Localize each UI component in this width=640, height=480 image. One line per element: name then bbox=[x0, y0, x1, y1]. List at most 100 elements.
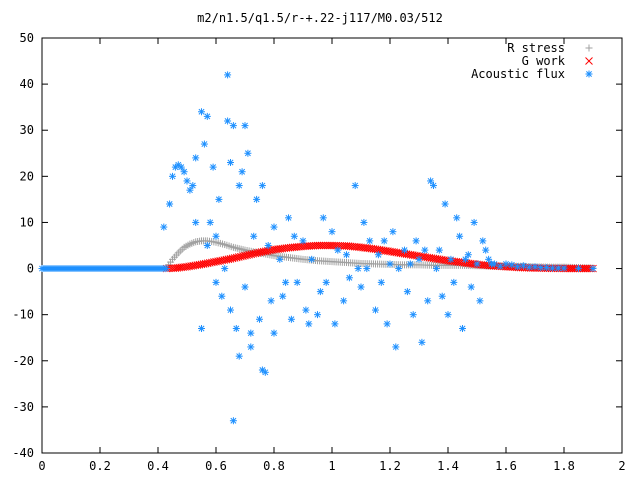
data-point bbox=[212, 278, 220, 286]
data-point bbox=[250, 232, 258, 240]
data-point bbox=[363, 265, 371, 273]
data-point bbox=[308, 255, 316, 263]
data-point bbox=[192, 154, 200, 162]
x-tick-label: 2 bbox=[618, 459, 625, 473]
data-point bbox=[496, 262, 504, 270]
data-point bbox=[200, 140, 208, 148]
data-point bbox=[567, 264, 576, 273]
data-point bbox=[435, 246, 443, 254]
y-tick-label: 50 bbox=[20, 31, 34, 45]
data-point bbox=[421, 246, 429, 254]
data-point bbox=[453, 214, 461, 222]
data-point bbox=[253, 195, 261, 203]
data-point bbox=[479, 237, 487, 245]
data-point bbox=[244, 149, 252, 157]
data-point bbox=[183, 177, 191, 185]
data-point bbox=[415, 255, 423, 263]
data-point bbox=[575, 264, 582, 272]
data-point bbox=[395, 265, 403, 273]
y-tick-label: -40 bbox=[12, 446, 34, 460]
x-tick-label: 0.8 bbox=[263, 459, 285, 473]
data-point bbox=[430, 182, 437, 190]
data-point bbox=[401, 246, 408, 254]
data-point bbox=[441, 200, 449, 208]
data-point bbox=[322, 278, 330, 286]
y-tick-label: 40 bbox=[20, 77, 34, 91]
data-point bbox=[464, 251, 472, 259]
data-point bbox=[560, 264, 568, 272]
legend-marker bbox=[585, 44, 593, 52]
data-point bbox=[351, 182, 359, 190]
data-point bbox=[473, 260, 481, 268]
data-point bbox=[374, 251, 382, 259]
data-point bbox=[229, 122, 237, 130]
data-point bbox=[424, 297, 432, 305]
data-point bbox=[386, 260, 394, 268]
data-point bbox=[189, 182, 197, 190]
data-point bbox=[276, 255, 284, 263]
data-point bbox=[354, 265, 362, 273]
data-point bbox=[490, 260, 498, 268]
data-point bbox=[209, 163, 217, 171]
series-g-work bbox=[162, 241, 597, 273]
data-point bbox=[232, 325, 240, 332]
chart-title: m2/n1.5/q1.5/r-+.22-j117/M0.03/512 bbox=[197, 11, 443, 25]
data-point bbox=[485, 255, 493, 263]
data-point bbox=[256, 315, 263, 323]
data-point bbox=[316, 288, 324, 296]
data-point bbox=[331, 320, 339, 328]
y-tick-label: 20 bbox=[20, 169, 34, 183]
data-marks bbox=[38, 71, 597, 425]
data-point bbox=[406, 260, 414, 268]
data-point bbox=[581, 264, 590, 273]
data-point bbox=[589, 265, 597, 273]
x-tick-label: 0.4 bbox=[147, 459, 169, 473]
data-point bbox=[264, 242, 272, 249]
data-point bbox=[554, 264, 562, 272]
y-tick-label: -30 bbox=[12, 400, 34, 414]
data-point bbox=[403, 288, 411, 296]
data-point bbox=[444, 311, 452, 319]
y-tick-label: 0 bbox=[27, 262, 34, 276]
data-point bbox=[450, 278, 458, 286]
data-point bbox=[418, 338, 426, 346]
legend-label: G work bbox=[522, 54, 566, 68]
data-point bbox=[357, 283, 365, 291]
data-point bbox=[383, 320, 391, 328]
data-point bbox=[221, 265, 229, 273]
x-tick-label: 1.6 bbox=[495, 459, 517, 473]
y-tick-label: 10 bbox=[20, 215, 34, 229]
data-point bbox=[282, 278, 290, 286]
data-point bbox=[160, 223, 168, 231]
data-point bbox=[389, 228, 397, 236]
legend-label: Acoustic flux bbox=[471, 67, 565, 81]
data-point bbox=[162, 265, 170, 273]
data-point bbox=[285, 214, 292, 222]
data-point bbox=[392, 343, 400, 351]
data-point bbox=[366, 237, 374, 245]
x-tick-label: 1.4 bbox=[437, 459, 459, 473]
axis-ticks: 0 0.2 0.4 0.6 0.8 1 1.2 1.4 1.6 1.8 2 -40 -30 -20 -10 0… bbox=[12, 31, 625, 473]
data-point bbox=[514, 263, 522, 271]
x-tick-label: 1.2 bbox=[379, 459, 401, 473]
data-point bbox=[305, 320, 313, 328]
data-point bbox=[238, 168, 246, 176]
data-point bbox=[345, 274, 353, 282]
legend-marker bbox=[585, 57, 593, 65]
x-tick-label: 1 bbox=[328, 459, 335, 473]
x-tick-label: 0 bbox=[38, 459, 45, 473]
data-point bbox=[267, 297, 275, 305]
data-point bbox=[176, 247, 184, 255]
data-point bbox=[258, 182, 266, 190]
data-point bbox=[247, 329, 255, 337]
data-point bbox=[459, 325, 466, 332]
data-point bbox=[456, 232, 464, 240]
data-point bbox=[229, 417, 237, 425]
data-point bbox=[565, 264, 574, 273]
data-point bbox=[583, 264, 592, 273]
data-point bbox=[290, 232, 298, 240]
data-point bbox=[218, 292, 226, 300]
legend-label: R stress bbox=[507, 41, 565, 55]
data-point bbox=[334, 246, 342, 254]
